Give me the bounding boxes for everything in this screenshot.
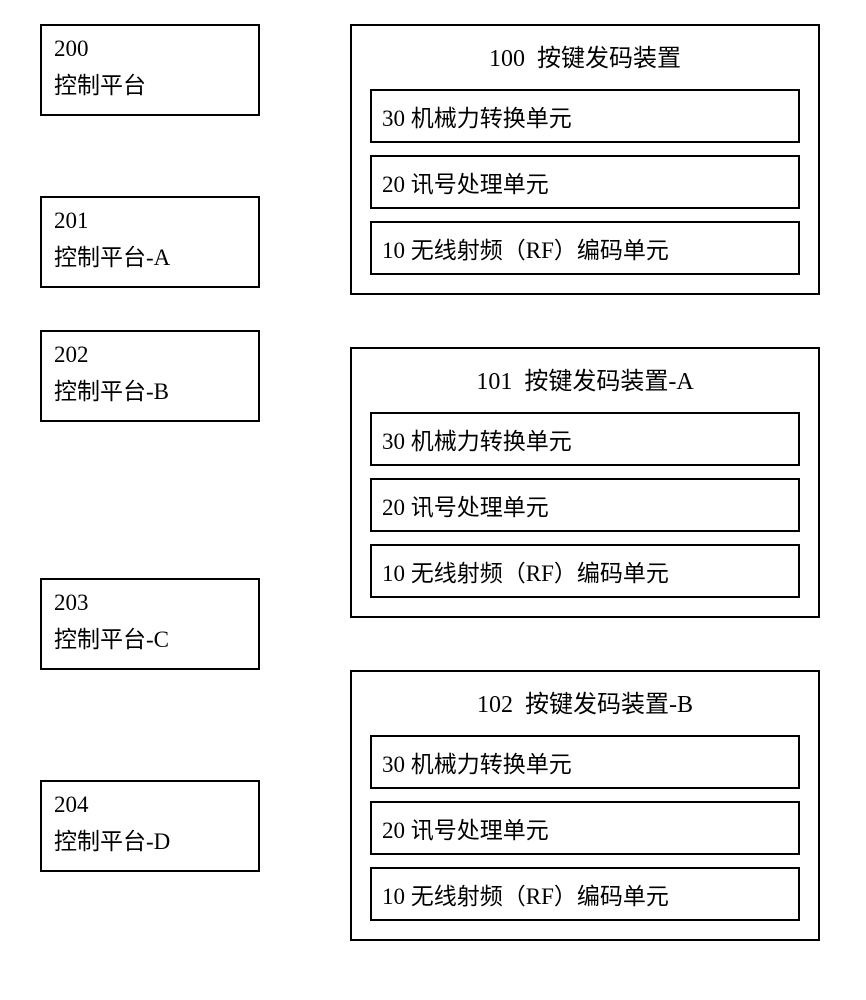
unit-box: 20 讯号处理单元 [370, 478, 800, 532]
unit-name: 无线射频（RF）编码单元 [411, 238, 669, 263]
device-id: 100 [489, 46, 525, 72]
unit-name: 讯号处理单元 [411, 818, 549, 843]
unit-id: 20 [382, 495, 405, 520]
platform-name: 控制平台 [54, 66, 246, 100]
device-name: 按键发码装置-B [525, 692, 693, 718]
device-name: 按键发码装置-A [524, 369, 693, 395]
unit-name: 无线射频（RF）编码单元 [411, 884, 669, 909]
diagram-container: 200 控制平台 201 控制平台-A 202 控制平台-B 203 控制平台-C 204 控制平… [0, 0, 866, 965]
unit-name: 机械力转换单元 [411, 429, 572, 454]
device-box: 101 按键发码装置-A 30 机械力转换单元 20 讯号处理单元 10 无线射频（R… [350, 347, 820, 618]
unit-id: 30 [382, 429, 405, 454]
device-name: 按键发码装置 [537, 46, 681, 72]
platform-box: 200 控制平台 [40, 24, 260, 116]
unit-box: 20 讯号处理单元 [370, 155, 800, 209]
unit-box: 30 机械力转换单元 [370, 735, 800, 789]
unit-name: 机械力转换单元 [411, 752, 572, 777]
device-box: 100 按键发码装置 30 机械力转换单元 20 讯号处理单元 10 无线射频（RF）… [350, 24, 820, 295]
unit-box: 20 讯号处理单元 [370, 801, 800, 855]
device-title: 101 按键发码装置-A [370, 361, 800, 396]
platform-box: 204 控制平台-D [40, 780, 260, 872]
platform-name: 控制平台-B [54, 372, 246, 406]
device-title: 100 按键发码装置 [370, 38, 800, 73]
unit-id: 20 [382, 172, 405, 197]
unit-box: 30 机械力转换单元 [370, 412, 800, 466]
device-id: 101 [476, 369, 512, 395]
right-column: 100 按键发码装置 30 机械力转换单元 20 讯号处理单元 10 无线射频（RF）… [350, 24, 820, 941]
platform-name: 控制平台-D [54, 822, 246, 856]
platform-id: 202 [54, 342, 246, 368]
unit-id: 20 [382, 818, 405, 843]
unit-id: 10 [382, 238, 405, 263]
left-column: 200 控制平台 201 控制平台-A 202 控制平台-B 203 控制平台-C 204 控制平… [40, 24, 260, 941]
unit-id: 10 [382, 561, 405, 586]
unit-box: 10 无线射频（RF）编码单元 [370, 867, 800, 921]
platform-box: 203 控制平台-C [40, 578, 260, 670]
unit-name: 讯号处理单元 [411, 495, 549, 520]
platform-name: 控制平台-C [54, 620, 246, 654]
platform-id: 204 [54, 792, 246, 818]
device-id: 102 [477, 692, 513, 718]
unit-name: 机械力转换单元 [411, 106, 572, 131]
platform-box: 202 控制平台-B [40, 330, 260, 422]
unit-id: 30 [382, 752, 405, 777]
unit-id: 30 [382, 106, 405, 131]
platform-box: 201 控制平台-A [40, 196, 260, 288]
unit-box: 10 无线射频（RF）编码单元 [370, 544, 800, 598]
device-title: 102 按键发码装置-B [370, 684, 800, 719]
unit-box: 30 机械力转换单元 [370, 89, 800, 143]
device-box: 102 按键发码装置-B 30 机械力转换单元 20 讯号处理单元 10 无线射频（R… [350, 670, 820, 941]
unit-name: 讯号处理单元 [411, 172, 549, 197]
platform-id: 201 [54, 208, 246, 234]
unit-name: 无线射频（RF）编码单元 [411, 561, 669, 586]
platform-id: 203 [54, 590, 246, 616]
platform-name: 控制平台-A [54, 238, 246, 272]
unit-box: 10 无线射频（RF）编码单元 [370, 221, 800, 275]
unit-id: 10 [382, 884, 405, 909]
platform-id: 200 [54, 36, 246, 62]
